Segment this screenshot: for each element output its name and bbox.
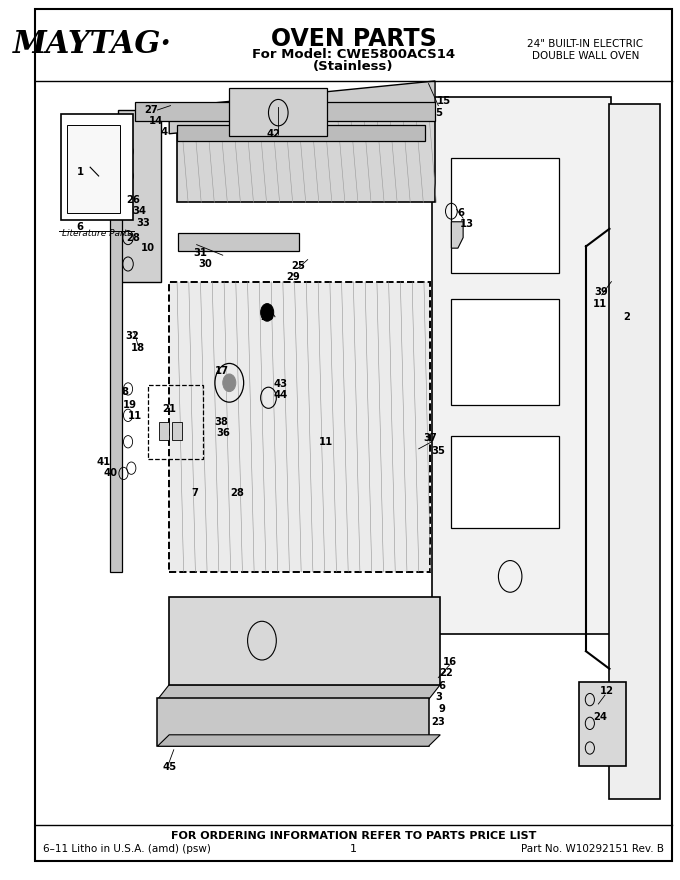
- Text: 4: 4: [160, 127, 167, 137]
- Text: 23: 23: [431, 716, 445, 727]
- Text: 13: 13: [460, 219, 473, 230]
- Text: 6: 6: [77, 222, 84, 232]
- Bar: [579, 682, 626, 766]
- Text: For Model: CWE5800ACS14: For Model: CWE5800ACS14: [252, 48, 455, 61]
- Bar: [158, 698, 428, 746]
- Text: 6: 6: [458, 208, 464, 218]
- Bar: [177, 110, 435, 202]
- Bar: [61, 114, 133, 220]
- Bar: [432, 97, 611, 634]
- Bar: [452, 436, 559, 528]
- Text: (Stainless): (Stainless): [313, 61, 394, 73]
- Bar: [135, 102, 435, 121]
- Text: 39: 39: [595, 287, 609, 297]
- Text: 37: 37: [424, 433, 437, 444]
- Text: 18: 18: [131, 342, 145, 353]
- Text: Part No. W10292151 Rev. B: Part No. W10292151 Rev. B: [521, 844, 664, 854]
- Bar: [118, 110, 160, 282]
- Polygon shape: [452, 222, 463, 248]
- Text: 44: 44: [273, 390, 288, 400]
- Bar: [172, 422, 182, 440]
- Bar: [609, 104, 660, 799]
- Polygon shape: [158, 735, 440, 746]
- Text: 11: 11: [319, 436, 333, 447]
- Text: 34: 34: [132, 206, 146, 216]
- Text: 33: 33: [136, 217, 150, 228]
- Text: 41: 41: [97, 457, 111, 467]
- Text: 35: 35: [431, 445, 445, 456]
- Bar: [452, 158, 559, 273]
- Text: 24: 24: [594, 712, 607, 722]
- Text: 32: 32: [126, 331, 139, 341]
- Bar: [148, 385, 203, 459]
- Circle shape: [223, 374, 236, 392]
- Text: 19: 19: [122, 400, 137, 410]
- Text: 6–11 Litho in U.S.A. (amd) (psw): 6–11 Litho in U.S.A. (amd) (psw): [43, 844, 211, 854]
- Text: 36: 36: [216, 428, 230, 438]
- Text: 43: 43: [273, 378, 287, 389]
- Text: 28: 28: [126, 232, 140, 243]
- Text: DOUBLE WALL OVEN: DOUBLE WALL OVEN: [532, 51, 639, 62]
- Text: 30: 30: [199, 259, 212, 269]
- Text: 10: 10: [141, 243, 154, 253]
- Text: 1: 1: [77, 166, 84, 177]
- Text: Literature Parts: Literature Parts: [62, 229, 132, 238]
- Text: 11: 11: [127, 411, 141, 422]
- Text: 38: 38: [214, 417, 228, 428]
- Bar: [169, 282, 430, 572]
- Text: 12: 12: [600, 686, 614, 696]
- Text: 17: 17: [214, 366, 228, 377]
- Bar: [177, 125, 425, 141]
- Text: 28: 28: [231, 488, 244, 498]
- Text: 29: 29: [286, 272, 300, 282]
- Bar: [67, 125, 120, 213]
- Text: 26: 26: [126, 194, 140, 205]
- Text: 27: 27: [144, 105, 158, 115]
- Text: 2: 2: [623, 312, 630, 322]
- Bar: [229, 88, 327, 136]
- Text: 9: 9: [439, 704, 445, 715]
- Text: 7: 7: [191, 488, 198, 498]
- Bar: [178, 233, 299, 251]
- Text: 16: 16: [443, 656, 457, 667]
- Text: OVEN PARTS: OVEN PARTS: [271, 26, 437, 51]
- Text: 3: 3: [435, 692, 442, 702]
- Bar: [452, 299, 559, 405]
- Text: 8: 8: [121, 386, 129, 397]
- Text: 21: 21: [163, 404, 176, 414]
- Text: 11: 11: [593, 298, 607, 309]
- Bar: [169, 597, 440, 685]
- Text: 14: 14: [149, 116, 163, 127]
- Text: 20: 20: [260, 312, 274, 322]
- Text: MAYTAG·: MAYTAG·: [13, 28, 171, 60]
- Text: 24" BUILT-IN ELECTRIC: 24" BUILT-IN ELECTRIC: [527, 39, 643, 49]
- Bar: [158, 422, 169, 440]
- Bar: [110, 141, 122, 572]
- Text: 15: 15: [437, 96, 451, 106]
- Text: 42: 42: [267, 128, 281, 139]
- Polygon shape: [158, 685, 440, 700]
- Text: 6: 6: [439, 680, 445, 691]
- Text: 22: 22: [439, 668, 453, 678]
- Text: 31: 31: [193, 248, 207, 259]
- Text: 40: 40: [103, 468, 118, 479]
- Text: FOR ORDERING INFORMATION REFER TO PARTS PRICE LIST: FOR ORDERING INFORMATION REFER TO PARTS …: [171, 831, 536, 841]
- Polygon shape: [169, 81, 435, 134]
- Text: 5: 5: [435, 107, 442, 118]
- Text: 45: 45: [162, 762, 176, 773]
- Text: 25: 25: [291, 260, 305, 271]
- Circle shape: [260, 304, 274, 321]
- Text: 1: 1: [350, 844, 357, 854]
